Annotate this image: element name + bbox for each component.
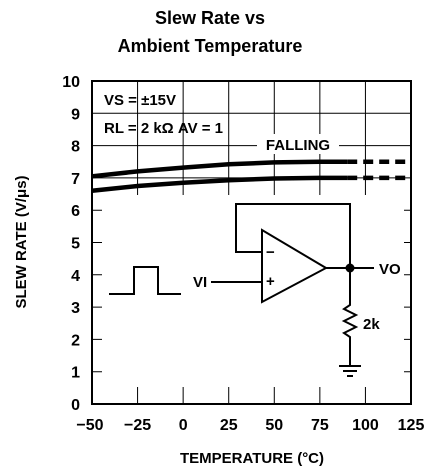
x-tick-label: 75 <box>311 417 329 434</box>
series-curves <box>91 159 411 194</box>
y-tick-label: 4 <box>71 268 80 285</box>
chart-title: Slew Rate vs <box>155 8 265 28</box>
y-tick-label: 10 <box>62 74 80 91</box>
feedback-wire <box>235 203 351 268</box>
x-tick-labels: −50 −25 0 25 50 75 100 125 <box>76 417 424 434</box>
y-tick-label: 7 <box>71 171 80 188</box>
plot-frame <box>91 80 412 405</box>
chart-subtitle: Ambient Temperature <box>118 36 303 56</box>
op-amp-symbol <box>261 228 329 304</box>
circuit-background <box>102 195 404 387</box>
load-resistor-2k <box>341 268 359 366</box>
y-tick-label: 0 <box>71 397 80 414</box>
input-pulse-waveform <box>109 266 181 295</box>
y-tick-label: 1 <box>71 365 80 382</box>
y-tick-label: 6 <box>71 203 80 220</box>
y-tick-label: 5 <box>71 236 80 253</box>
falling-label-background <box>257 134 339 154</box>
x-tick-label: 0 <box>179 417 188 434</box>
condition-load-gain: RL = 2 kΩ AV = 1 <box>104 120 223 137</box>
x-axis-label: TEMPERATURE (°C) <box>180 450 324 467</box>
resistor-label: 2k <box>363 316 380 333</box>
x-tick-label: 25 <box>220 417 238 434</box>
voltage-follower-circuit-diagram: VI − + VO 2k <box>102 195 404 387</box>
y-tick-label: 8 <box>71 139 80 156</box>
x-tick-label: 125 <box>398 417 425 434</box>
x-tick-label: 100 <box>352 417 379 434</box>
series-label-falling: FALLING <box>266 137 330 154</box>
inverting-input-sign: − <box>266 244 275 261</box>
x-tick-label: 50 <box>265 417 283 434</box>
series-line-falling <box>91 159 348 179</box>
x-tick-label: −50 <box>76 417 103 434</box>
y-tick-label: 9 <box>71 106 80 123</box>
condition-supply: VS = ±15V <box>104 92 176 109</box>
x-tick-label: −25 <box>124 417 151 434</box>
y-tick-label: 3 <box>71 300 80 317</box>
y-tick-labels: 0 1 2 3 4 5 6 7 8 9 10 <box>62 74 80 414</box>
noninverting-input-sign: + <box>266 273 275 290</box>
ground-icon <box>339 365 361 377</box>
output-label: VO <box>379 261 401 278</box>
y-axis-label: SLEW RATE (V/μs) <box>13 175 30 308</box>
series-line-rising <box>91 175 348 194</box>
y-tick-label: 2 <box>71 332 80 349</box>
input-label: VI <box>193 274 207 291</box>
